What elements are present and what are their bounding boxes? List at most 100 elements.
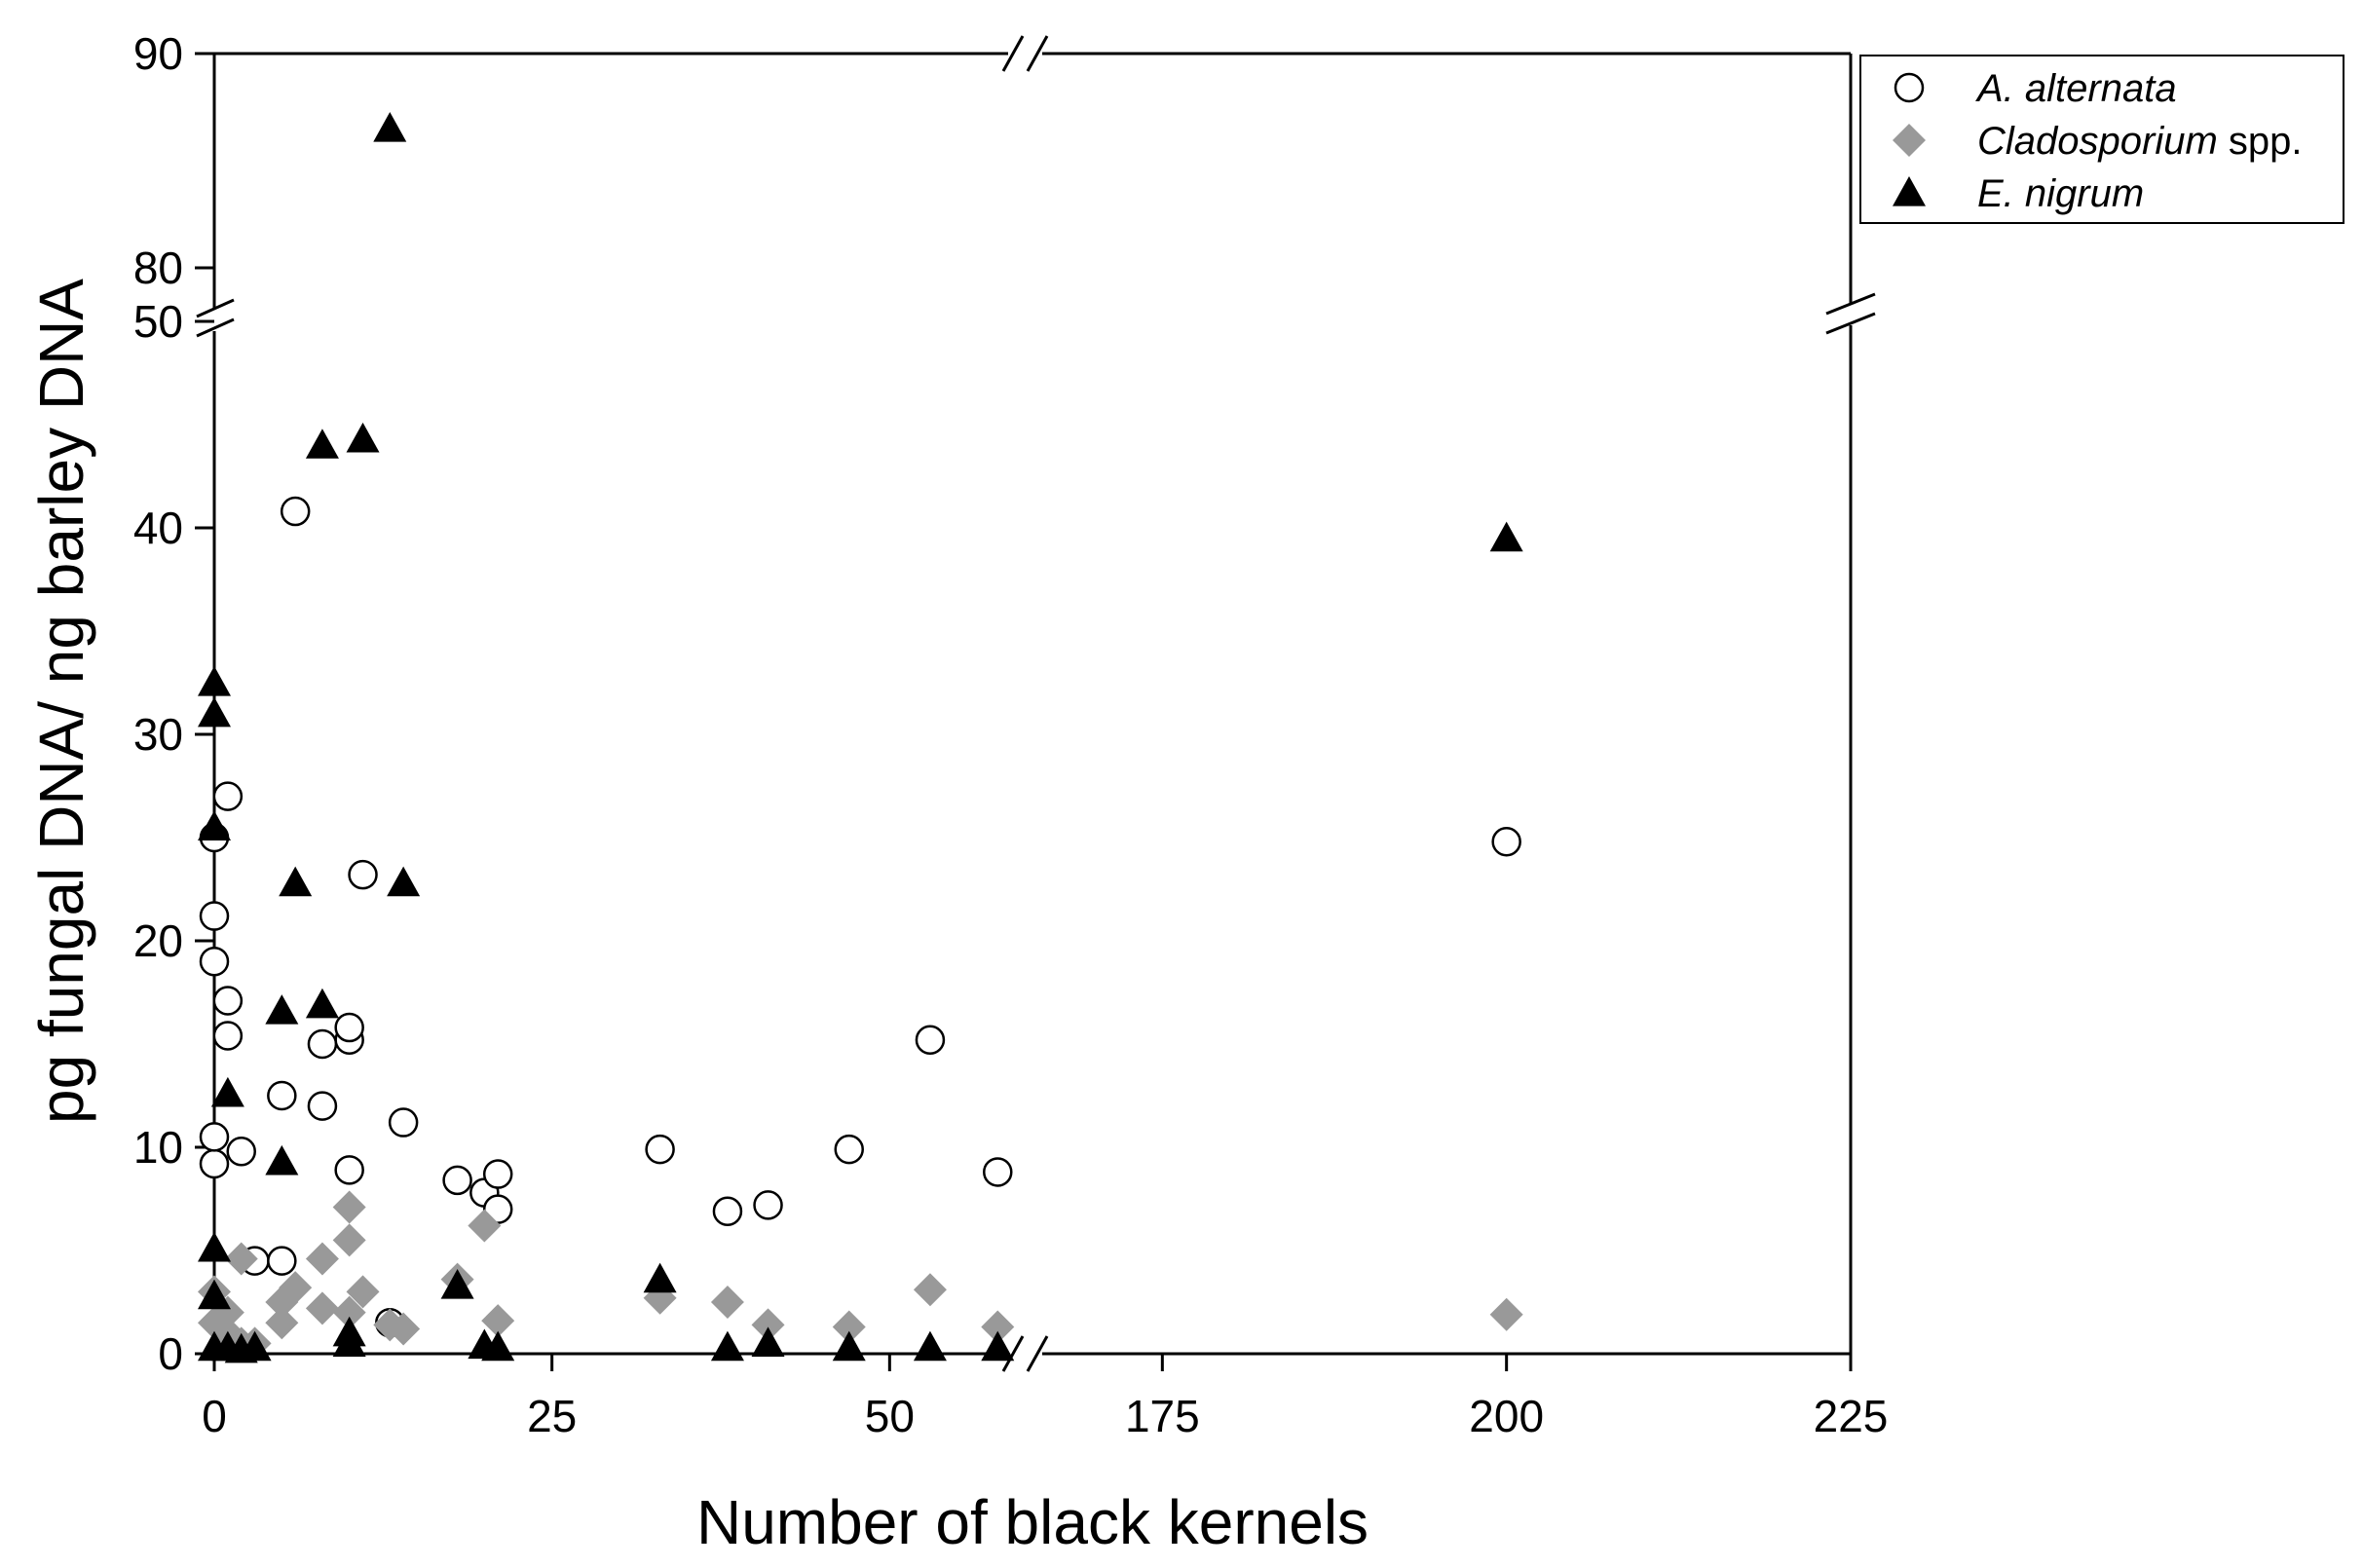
y-tick-label: 40 [133, 503, 183, 553]
y-tick-label: 20 [133, 915, 183, 966]
y-tick-label: 10 [133, 1122, 183, 1173]
x-tick-label: 25 [527, 1391, 577, 1441]
cladosporium-point [481, 1304, 515, 1338]
a-alternata-point [1491, 826, 1521, 857]
cladosporium-point [224, 1242, 258, 1276]
e-nigrum-point [373, 112, 407, 142]
plot-frame [212, 52, 1853, 1356]
cladosporium-point [279, 1271, 313, 1305]
a-alternata-point [199, 901, 230, 931]
a-alternata-point [712, 1196, 743, 1226]
cladosporium-point [981, 1310, 1015, 1344]
cladosporium-point [913, 1273, 947, 1307]
legend-marker-e-nigrum [1893, 176, 1926, 206]
y-tick-label: 90 [133, 28, 183, 79]
y-axis-break-left [196, 298, 235, 338]
e-nigrum-point [198, 666, 231, 696]
cladosporium-point [305, 1242, 339, 1276]
x-tick-label: 0 [202, 1391, 227, 1441]
a-alternata-point [267, 1080, 297, 1111]
e-nigrum-point [305, 988, 339, 1019]
a-alternata-point [212, 986, 244, 1016]
legend-label-e-nigrum: E. nigrum [1977, 172, 2144, 215]
e-nigrum-point [751, 1326, 785, 1357]
cladosporium-point [468, 1209, 502, 1243]
a-alternata-point [442, 1165, 472, 1196]
e-nigrum-point [643, 1262, 677, 1293]
e-nigrum-point [332, 1316, 366, 1347]
legend-box [1859, 55, 2344, 224]
a-alternata-point [280, 496, 311, 527]
a-alternata-point [199, 1148, 230, 1179]
e-nigrum-point [198, 1279, 231, 1310]
a-alternata-point [388, 1107, 419, 1138]
x-tick-label: 50 [865, 1391, 915, 1441]
e-nigrum-point [440, 1269, 474, 1299]
e-nigrum-point [265, 994, 299, 1025]
cladosporium-point [265, 1306, 299, 1340]
cladosporium-point [305, 1291, 339, 1325]
cladosporium-point [332, 1295, 366, 1329]
a-alternata-point [199, 946, 230, 977]
cladosporium-point [387, 1312, 421, 1346]
e-nigrum-point [1489, 521, 1523, 552]
a-alternata-point [267, 1246, 297, 1276]
y-tick-label: 50 [133, 296, 183, 347]
a-alternata-point [482, 1159, 513, 1189]
e-nigrum-point [210, 1076, 244, 1107]
cladosporium-point [832, 1310, 866, 1344]
y-tick-label: 30 [133, 709, 183, 760]
x-tick-label: 225 [1814, 1391, 1889, 1441]
legend-marker-cladosporium [1893, 124, 1926, 157]
legend-label-cladosporium: Cladosporium spp. [1977, 120, 2303, 163]
cladosporium-point [1489, 1297, 1523, 1331]
e-nigrum-point [387, 866, 421, 897]
e-nigrum-point [198, 696, 231, 728]
e-nigrum-point [710, 1330, 744, 1362]
x-tick-label: 200 [1469, 1391, 1544, 1441]
e-nigrum-point [265, 1144, 299, 1176]
cladosporium-point [346, 1275, 380, 1309]
e-nigrum-point [981, 1330, 1015, 1362]
e-nigrum-point [481, 1330, 515, 1362]
y-axis-label: pg fungal DNA/ ng barley DNA [26, 279, 96, 1124]
e-nigrum-point [305, 429, 339, 459]
y-tick-label: 0 [158, 1328, 183, 1379]
a-alternata-point [307, 1091, 338, 1121]
a-alternata-point [212, 1021, 244, 1051]
a-alternata-point [199, 1122, 230, 1152]
legend: A. alternata Cladosporium spp. E. nigrum [1859, 55, 2344, 224]
cladosporium-point [751, 1308, 785, 1342]
a-alternata-point [334, 1155, 364, 1185]
e-nigrum-point [198, 1231, 231, 1262]
legend-label-a-alternata: A. alternata [1975, 67, 2177, 110]
e-nigrum-point [913, 1330, 947, 1362]
legend-marker-a-alternata [1894, 72, 1925, 103]
x-axis-break-top [1001, 35, 1049, 72]
cladosporium-point [332, 1223, 366, 1257]
a-alternata-point [753, 1190, 783, 1220]
cladosporium-point [710, 1286, 744, 1319]
a-alternata-point [983, 1157, 1013, 1187]
a-alternata-point [834, 1134, 864, 1165]
cladosporium-point [332, 1190, 366, 1224]
e-nigrum-point [346, 422, 380, 453]
e-nigrum-point [832, 1330, 866, 1362]
e-nigrum-point [279, 866, 313, 897]
a-alternata-point [307, 1028, 338, 1060]
e-nigrum-point [198, 810, 231, 840]
y-tick-label: 80 [133, 243, 183, 293]
a-alternata-point [334, 1012, 364, 1043]
e-nigrum-point [238, 1330, 272, 1362]
x-axis-break-bottom [1001, 1335, 1049, 1372]
x-axis-label: Number of black kernels [696, 1487, 1369, 1557]
data-points [198, 112, 1523, 1363]
a-alternata-point [226, 1136, 256, 1167]
a-alternata-point [348, 859, 378, 890]
x-tick-label: 175 [1125, 1391, 1200, 1441]
y-axis-break-right [1825, 292, 1876, 335]
a-alternata-point [645, 1134, 675, 1165]
a-alternata-point [915, 1025, 946, 1056]
